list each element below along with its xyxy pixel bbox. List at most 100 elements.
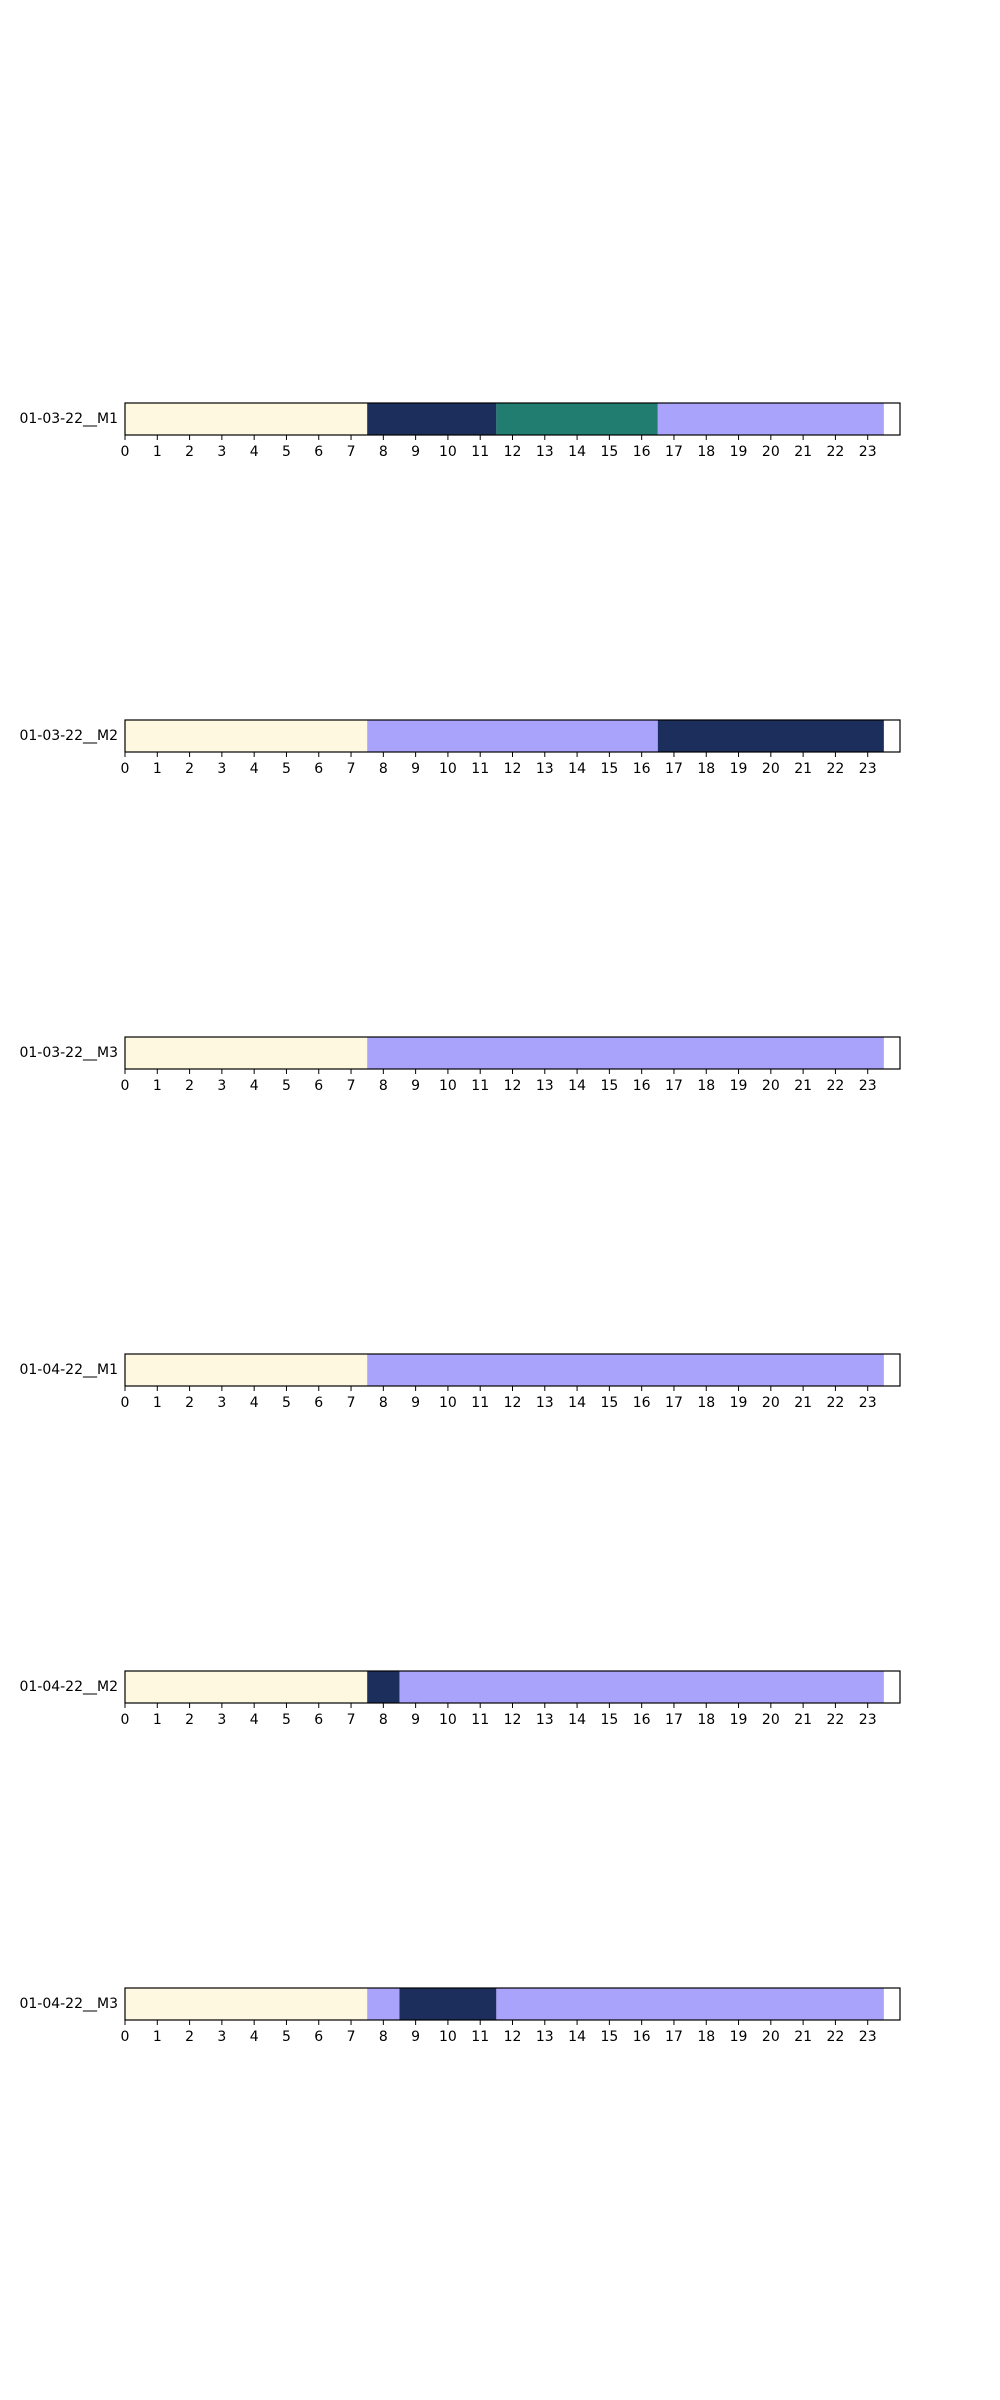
x-tick-label: 10	[439, 761, 457, 777]
x-tick-label: 22	[827, 1395, 845, 1411]
x-tick-label: 13	[536, 1395, 554, 1411]
x-tick-label: 12	[504, 1395, 522, 1411]
x-tick-label: 1	[153, 2029, 162, 2045]
x-tick-label: 21	[794, 444, 812, 460]
x-tick-label: 23	[859, 1712, 877, 1728]
x-tick-label: 19	[730, 2029, 748, 2045]
x-tick-label: 14	[568, 444, 586, 460]
x-tick-label: 17	[665, 1078, 683, 1094]
timeline-segment	[496, 403, 658, 435]
x-tick-label: 22	[827, 444, 845, 460]
x-tick-label: 8	[379, 1395, 388, 1411]
timeline-segment	[367, 1037, 884, 1069]
x-tick-label: 14	[568, 761, 586, 777]
x-tick-label: 13	[536, 444, 554, 460]
timeline-segment	[657, 720, 884, 752]
x-tick-label: 20	[762, 761, 780, 777]
x-tick-label: 5	[282, 761, 291, 777]
x-tick-label: 8	[379, 444, 388, 460]
x-tick-label: 17	[665, 444, 683, 460]
timeline-segment	[367, 1988, 400, 2020]
x-tick-label: 12	[504, 2029, 522, 2045]
x-tick-label: 15	[600, 2029, 618, 2045]
timeline-row: 01-03-22__M20 1 2 3 4 5 6 7 8 9 10 11 12 13 14 15 16 17 18…	[19, 719, 901, 777]
x-tick-label: 16	[633, 1395, 651, 1411]
x-tick-label: 0	[121, 444, 130, 460]
x-tick-label: 14	[568, 1078, 586, 1094]
x-tick-label: 10	[439, 2029, 457, 2045]
x-tick-label: 3	[217, 2029, 226, 2045]
x-tick-label: 7	[347, 1395, 356, 1411]
row-label: 01-04-22__M1	[19, 1362, 118, 1378]
timeline-row: 01-04-22__M10 1 2 3 4 5 6 7 8 9 10 11 12 13 14 15 16 17 18…	[19, 1353, 901, 1411]
x-tick-label: 12	[504, 761, 522, 777]
x-tick-label: 10	[439, 1395, 457, 1411]
x-tick-label: 11	[471, 1712, 489, 1728]
x-tick-label: 6	[314, 444, 323, 460]
x-tick-label: 17	[665, 1395, 683, 1411]
row-label: 01-03-22__M3	[19, 1045, 118, 1061]
timeline-segment	[125, 1671, 368, 1703]
timeline-segment	[125, 1988, 368, 2020]
x-tick-label: 18	[697, 1712, 715, 1728]
x-tick-label: 8	[379, 761, 388, 777]
x-tick-label: 23	[859, 2029, 877, 2045]
timeline-row: 01-04-22__M30 1 2 3 4 5 6 7 8 9 10 11 12 13 14 15 16 17 18…	[19, 1987, 901, 2045]
x-tick-label: 1	[153, 1078, 162, 1094]
timeline-segment	[125, 1354, 368, 1386]
x-tick-label: 16	[633, 1078, 651, 1094]
x-tick-label: 4	[250, 761, 259, 777]
x-tick-label: 1	[153, 1712, 162, 1728]
x-tick-label: 2	[185, 1395, 194, 1411]
x-tick-label: 9	[411, 1078, 420, 1094]
x-tick-label: 21	[794, 2029, 812, 2045]
x-tick-label: 5	[282, 1395, 291, 1411]
x-tick-label: 22	[827, 1712, 845, 1728]
x-tick-label: 10	[439, 1712, 457, 1728]
x-tick-label: 19	[730, 444, 748, 460]
timeline-segment	[367, 1354, 884, 1386]
x-tick-label: 18	[697, 1078, 715, 1094]
x-tick-label: 18	[697, 444, 715, 460]
x-tick-label: 23	[859, 444, 877, 460]
x-tick-label: 8	[379, 1078, 388, 1094]
x-tick-label: 1	[153, 761, 162, 777]
x-tick-label: 11	[471, 444, 489, 460]
x-tick-label: 15	[600, 761, 618, 777]
x-tick-label: 18	[697, 1395, 715, 1411]
x-tick-label: 6	[314, 1395, 323, 1411]
x-tick-label: 7	[347, 1712, 356, 1728]
x-tick-label: 18	[697, 761, 715, 777]
x-tick-label: 9	[411, 444, 420, 460]
x-tick-label: 0	[121, 1395, 130, 1411]
x-tick-label: 3	[217, 761, 226, 777]
row-label: 01-03-22__M2	[19, 728, 118, 744]
x-tick-label: 17	[665, 2029, 683, 2045]
x-tick-label: 9	[411, 1395, 420, 1411]
x-tick-label: 11	[471, 1078, 489, 1094]
x-tick-label: 11	[471, 2029, 489, 2045]
x-tick-label: 2	[185, 761, 194, 777]
x-tick-label: 21	[794, 1712, 812, 1728]
x-tick-label: 3	[217, 1078, 226, 1094]
x-tick-label: 13	[536, 761, 554, 777]
x-tick-label: 4	[250, 1078, 259, 1094]
x-tick-label: 12	[504, 1712, 522, 1728]
x-tick-label: 9	[411, 761, 420, 777]
x-tick-label: 3	[217, 444, 226, 460]
x-tick-label: 16	[633, 2029, 651, 2045]
x-tick-label: 13	[536, 1712, 554, 1728]
x-tick-label: 6	[314, 1712, 323, 1728]
x-tick-label: 19	[730, 761, 748, 777]
row-label: 01-03-22__M1	[19, 411, 118, 427]
x-tick-label: 19	[730, 1395, 748, 1411]
x-tick-label: 22	[827, 761, 845, 777]
x-tick-label: 10	[439, 444, 457, 460]
x-tick-label: 6	[314, 2029, 323, 2045]
x-tick-label: 19	[730, 1078, 748, 1094]
x-tick-label: 2	[185, 1712, 194, 1728]
x-tick-label: 7	[347, 2029, 356, 2045]
timeline-segment	[399, 1988, 497, 2020]
x-tick-label: 22	[827, 2029, 845, 2045]
x-tick-label: 17	[665, 1712, 683, 1728]
